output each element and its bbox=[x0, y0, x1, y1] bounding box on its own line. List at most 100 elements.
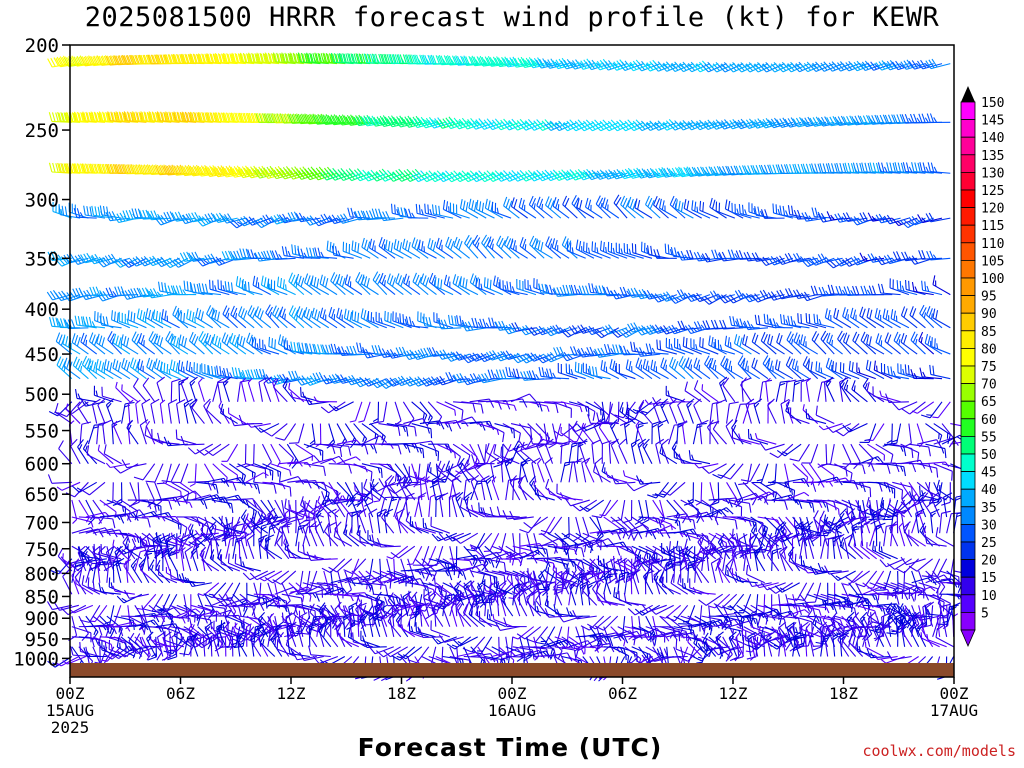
wind-barb bbox=[265, 304, 280, 329]
wind-barb bbox=[290, 341, 313, 355]
wind-barb bbox=[73, 111, 97, 123]
wind-barb bbox=[252, 275, 271, 296]
wind-barb bbox=[178, 334, 197, 355]
wind-barb bbox=[572, 610, 597, 620]
colorbar-label: 145 bbox=[981, 114, 1004, 129]
wind-barb bbox=[180, 547, 186, 572]
wind-barb bbox=[738, 204, 760, 219]
wind-barb bbox=[792, 379, 805, 402]
colorbar-label: 35 bbox=[981, 501, 997, 516]
wind-barb bbox=[229, 333, 247, 355]
wind-barb bbox=[245, 472, 269, 483]
wind-barb bbox=[190, 283, 213, 296]
wind-barb bbox=[908, 215, 934, 226]
colorbar-label: 45 bbox=[981, 466, 997, 481]
wind-barb bbox=[127, 516, 151, 528]
wind-barb bbox=[850, 216, 876, 226]
wind-barb bbox=[145, 420, 156, 445]
wind-barb bbox=[631, 243, 653, 259]
wind-barb bbox=[411, 423, 433, 439]
wind-barb bbox=[736, 318, 760, 329]
colorbar-swatch bbox=[960, 295, 976, 314]
wind-barb bbox=[665, 337, 686, 355]
wind-barb bbox=[615, 242, 636, 259]
wind-barb bbox=[892, 401, 918, 411]
wind-barb bbox=[188, 331, 205, 355]
wind-barb bbox=[239, 556, 261, 572]
wind-barb bbox=[275, 423, 297, 441]
wind-barb bbox=[826, 116, 851, 127]
x-tick-label: 06Z bbox=[608, 684, 637, 703]
ground-surface bbox=[70, 663, 954, 677]
credit-link[interactable]: coolwx.com/models bbox=[862, 742, 1016, 760]
wind-barb bbox=[245, 216, 271, 226]
wind-barb bbox=[797, 313, 818, 329]
wind-barb bbox=[860, 331, 877, 355]
wind-barb bbox=[276, 276, 296, 296]
wind-barb bbox=[228, 407, 247, 425]
colorbar-swatch bbox=[960, 154, 976, 173]
wind-barb bbox=[189, 376, 198, 402]
wind-barb bbox=[809, 256, 835, 266]
wind-barb bbox=[118, 311, 139, 329]
wind-barb bbox=[485, 474, 495, 501]
wind-barb bbox=[762, 355, 777, 380]
wind-barb bbox=[87, 424, 104, 445]
wind-barb bbox=[224, 281, 246, 296]
wind-barb bbox=[544, 325, 570, 337]
wind-barb bbox=[154, 333, 172, 355]
wind-barb bbox=[189, 463, 197, 487]
wind-barb bbox=[566, 241, 586, 259]
wind-barb bbox=[239, 52, 263, 65]
wind-barb bbox=[643, 120, 669, 132]
wind-barb bbox=[658, 198, 678, 219]
wind-barb bbox=[754, 314, 777, 329]
colorbar-label: 140 bbox=[981, 131, 1004, 146]
wind-barb bbox=[141, 398, 151, 424]
wind-barb bbox=[327, 521, 337, 547]
wind-barb bbox=[439, 492, 449, 518]
wind-barb bbox=[159, 399, 166, 424]
wind-barb bbox=[610, 327, 636, 338]
wind-barb bbox=[177, 310, 197, 329]
wind-barb bbox=[345, 443, 369, 455]
colorbar-label: 150 bbox=[981, 96, 1004, 111]
wind-barb bbox=[886, 162, 909, 174]
wind-barb bbox=[65, 111, 89, 123]
wind-barb bbox=[882, 423, 893, 447]
wind-barb bbox=[203, 582, 227, 599]
wind-barb bbox=[921, 280, 943, 296]
colorbar-swatch bbox=[960, 524, 976, 543]
wind-barb bbox=[130, 287, 155, 298]
wind-barb bbox=[742, 62, 769, 73]
wind-barb bbox=[927, 162, 951, 174]
wind-barb bbox=[268, 336, 288, 355]
wind-barb bbox=[583, 241, 603, 259]
wind-barb bbox=[288, 305, 305, 329]
wind-barb bbox=[80, 289, 106, 301]
wind-barb bbox=[634, 198, 653, 219]
wind-barb bbox=[653, 249, 677, 259]
colorbar-label: 50 bbox=[981, 448, 997, 463]
wind-barb bbox=[765, 377, 771, 402]
wind-barb bbox=[227, 553, 248, 572]
wind-barb bbox=[212, 256, 238, 266]
wind-barb bbox=[386, 273, 404, 296]
colorbar-swatch bbox=[960, 242, 976, 261]
wind-barb bbox=[793, 332, 810, 355]
wind-barb bbox=[491, 201, 512, 219]
wind-barb bbox=[760, 331, 777, 355]
wind-barb bbox=[503, 196, 520, 219]
wind-barb bbox=[320, 213, 346, 224]
wind-barb bbox=[420, 273, 437, 296]
colorbar-label: 40 bbox=[981, 483, 997, 498]
wind-barb bbox=[699, 200, 719, 219]
wind-barb bbox=[817, 61, 843, 72]
wind-barb bbox=[271, 250, 296, 260]
wind-barb bbox=[321, 344, 346, 355]
wind-barb bbox=[883, 481, 904, 500]
wind-barb bbox=[461, 55, 487, 67]
wind-barb bbox=[917, 214, 943, 224]
x-tick-label: 17AUG bbox=[930, 701, 978, 720]
wind-barb bbox=[296, 306, 313, 329]
